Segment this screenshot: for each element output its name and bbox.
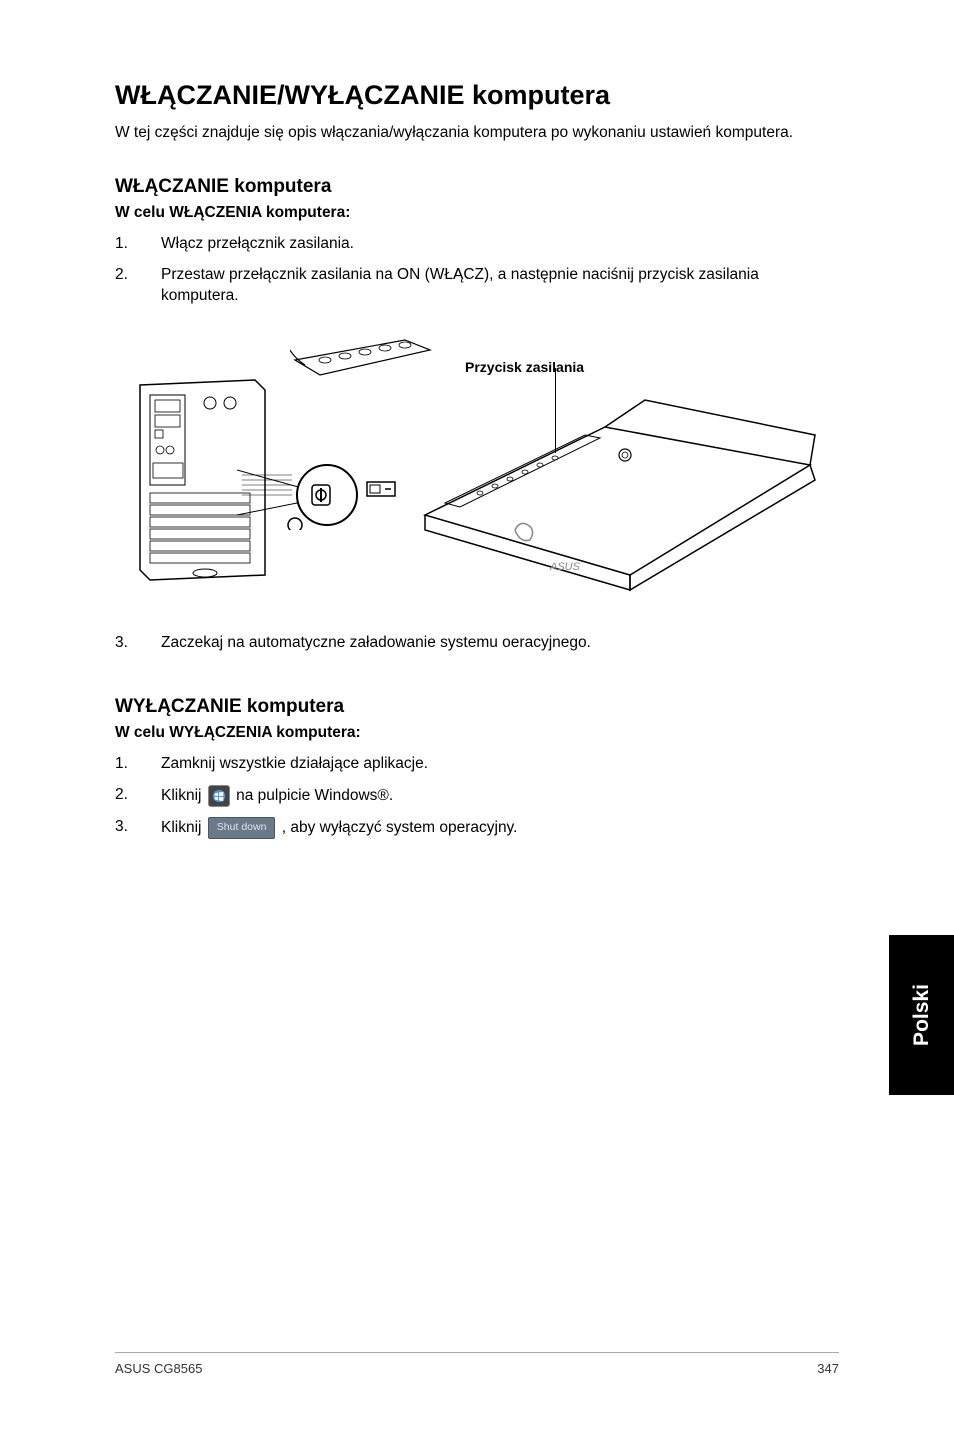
step-prefix: Kliknij: [161, 819, 206, 836]
page-footer: ASUS CG8565 347: [115, 1352, 839, 1376]
power-strip-illustration: [290, 335, 435, 383]
section-on-title: WŁĄCZANIE komputera: [115, 176, 839, 198]
section-off-subtitle: W celu WYŁĄCZENIA komputera:: [115, 724, 839, 742]
section-on-subtitle: W celu WŁĄCZENIA komputera:: [115, 204, 839, 222]
diagram-area: Przycisk zasilania: [115, 335, 835, 605]
off-step-3: 3. Kliknij Shut down , aby wyłączyć syst…: [115, 817, 839, 839]
step-text: Włącz przełącznik zasilania.: [161, 234, 839, 255]
step-text: Zamknij wszystkie działające aplikacje.: [161, 754, 839, 775]
on-step-1: 1. Włącz przełącznik zasilania.: [115, 234, 839, 255]
step-number: 2.: [115, 785, 161, 807]
on-step-3: 3. Zaczekaj na automatyczne załadowanie …: [115, 633, 839, 654]
off-step-1: 1. Zamknij wszystkie działające aplikacj…: [115, 754, 839, 775]
on-step-2: 2. Przestaw przełącznik zasilania na ON …: [115, 265, 839, 307]
step-number: 2.: [115, 265, 161, 307]
step-text: Przestaw przełącznik zasilania na ON (WŁ…: [161, 265, 839, 307]
language-tab: Polski: [889, 935, 954, 1095]
step-number: 1.: [115, 754, 161, 775]
page-title: WŁĄCZANIE/WYŁĄCZANIE komputera: [115, 80, 839, 111]
step-text: Zaczekaj na automatyczne załadowanie sys…: [161, 633, 839, 654]
step-text: Kliknij na pulpicie Windows®.: [161, 785, 839, 807]
step-number: 1.: [115, 234, 161, 255]
shutdown-button-icon: Shut down: [208, 817, 276, 839]
power-button-label: Przycisk zasilania: [465, 359, 584, 375]
intro-text: W tej części znajduje się opis włączania…: [115, 123, 839, 144]
step-suffix: na pulpicie Windows®.: [236, 787, 393, 804]
step-prefix: Kliknij: [161, 787, 206, 804]
windows-start-icon: [208, 785, 230, 807]
svg-text:ASUS: ASUS: [549, 561, 581, 573]
footer-model: ASUS CG8565: [115, 1361, 202, 1376]
switch-detail-illustration: [237, 460, 407, 530]
step-number: 3.: [115, 817, 161, 839]
off-step-2: 2. Kliknij na pulpicie Windows®.: [115, 785, 839, 807]
language-tab-text: Polski: [910, 984, 934, 1046]
step-text: Kliknij Shut down , aby wyłączyć system …: [161, 817, 839, 839]
section-off-title: WYŁĄCZANIE komputera: [115, 696, 839, 718]
step-number: 3.: [115, 633, 161, 654]
step-suffix: , aby wyłączyć system operacyjny.: [282, 819, 518, 836]
footer-page-number: 347: [817, 1361, 839, 1376]
pc-top-illustration: ASUS: [420, 395, 820, 595]
